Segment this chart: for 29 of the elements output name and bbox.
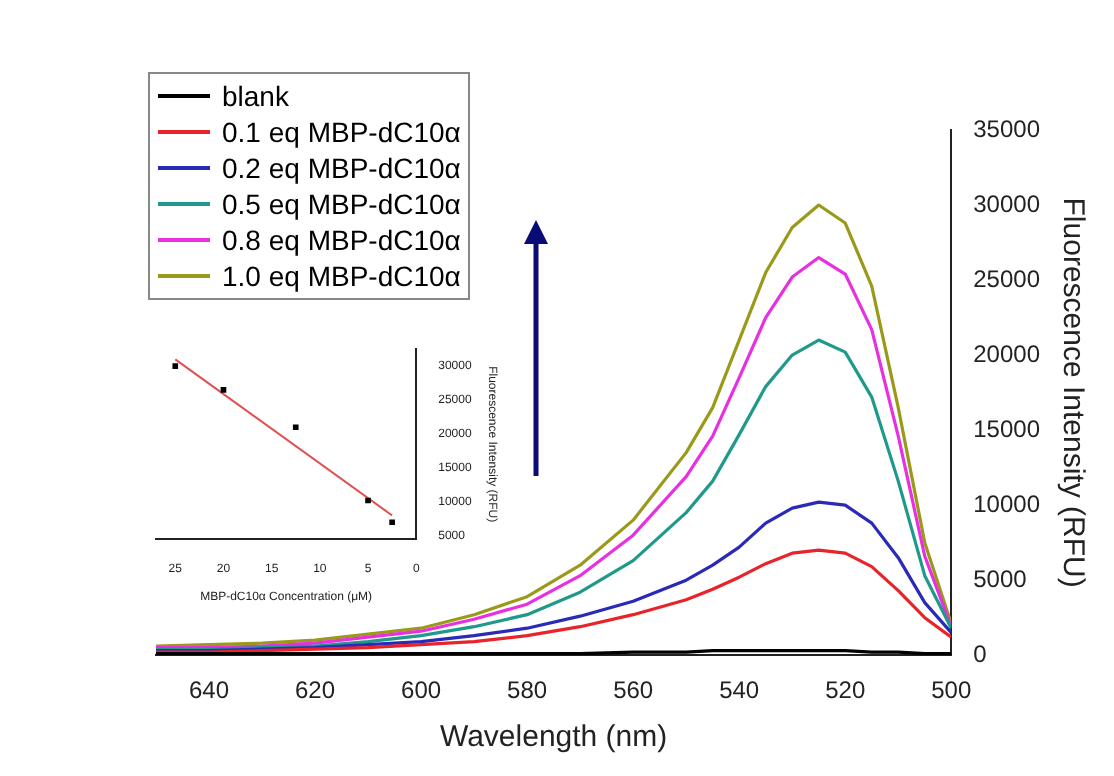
x-tick-label: 640 xyxy=(188,676,230,705)
x-tick-label: 500 xyxy=(931,676,972,705)
legend-label: 0.1 eq MBP-dC10α xyxy=(222,116,461,148)
point xyxy=(389,519,395,526)
x-axis-title: Wavelength (nm) xyxy=(439,720,668,755)
x-tick-label: 520 xyxy=(825,676,866,705)
point xyxy=(365,497,371,504)
x-tick-label: 560 xyxy=(613,676,654,705)
x-tick-label: 600 xyxy=(401,676,442,705)
y-tick-label: 15000 xyxy=(973,414,1041,443)
legend-label: 0.2 eq MBP-dC10α xyxy=(222,152,461,184)
x-tick-label: 580 xyxy=(507,676,548,705)
point xyxy=(172,363,179,369)
x-tick-label: 620 xyxy=(295,676,336,705)
y-tick-label: 20000 xyxy=(973,339,1041,368)
legend-label: 1.0 eq MBP-dC10α xyxy=(222,260,461,292)
point xyxy=(292,424,299,431)
legend-label: 0.8 eq MBP-dC10α xyxy=(222,224,461,256)
legend-label: 0.5 eq MBP-dC10α xyxy=(222,188,461,220)
y-tick-label: 30000 xyxy=(973,189,1041,218)
y-axis-title: Fluorescence Intensity (RFU) xyxy=(1055,197,1090,588)
y-tick-label: 5000 xyxy=(973,564,1028,593)
y-tick-label: 0 xyxy=(973,639,988,668)
x-tick-label: 540 xyxy=(719,676,760,705)
y-tick-label: 25000 xyxy=(973,264,1041,293)
y-tick-label: 35000 xyxy=(973,114,1041,143)
point xyxy=(220,387,227,393)
legend-label: blank xyxy=(222,80,289,112)
y-tick-label: 10000 xyxy=(973,489,1041,518)
